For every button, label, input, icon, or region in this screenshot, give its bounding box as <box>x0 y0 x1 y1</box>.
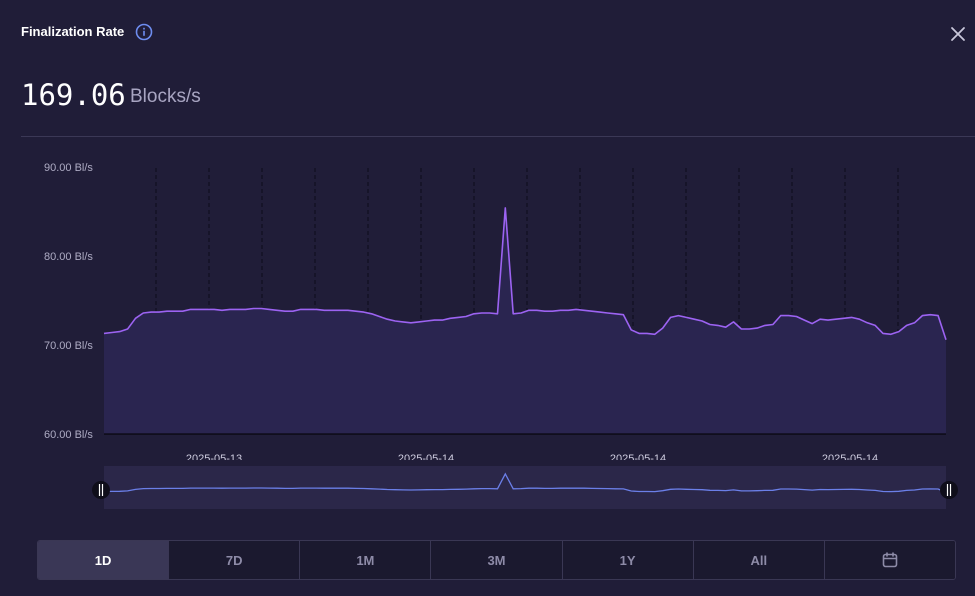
range-1y-button[interactable]: 1Y <box>561 541 693 579</box>
range-1d-button[interactable]: 1D <box>38 541 169 579</box>
navigator-left-handle[interactable] <box>92 481 110 499</box>
x-tick-label: 2025-05-14 <box>610 453 666 460</box>
x-tick-label: 2025-05-13 <box>186 453 242 460</box>
navigator-line <box>103 472 947 493</box>
calendar-icon <box>882 552 898 568</box>
series-area <box>104 207 946 434</box>
y-tick-label: 70.00 Bl/s <box>44 340 93 352</box>
range-selector: 1D 7D 1M 3M 1Y All <box>37 540 956 580</box>
series-line <box>103 207 947 340</box>
x-tick-label: 2025-05-14 <box>398 453 454 460</box>
chart-title: Finalization Rate <box>21 24 125 39</box>
info-icon[interactable] <box>135 23 153 41</box>
y-tick-label: 60.00 Bl/s <box>44 429 93 441</box>
range-7d-button[interactable]: 7D <box>168 541 300 579</box>
x-tick-label: 2025-05-14 <box>822 453 878 460</box>
calendar-button[interactable] <box>823 541 955 579</box>
y-tick-label: 90.00 Bl/s <box>44 162 93 174</box>
value-unit: Blocks/s <box>130 86 201 107</box>
navigator-chart[interactable] <box>90 462 965 524</box>
y-tick-label: 80.00 Bl/s <box>44 251 93 263</box>
close-icon[interactable] <box>949 25 967 43</box>
current-value: 169.06 <box>21 78 126 112</box>
main-chart: 90.00 Bl/s 80.00 Bl/s 70.00 Bl/s 60.00 Bl/s… <box>44 162 947 460</box>
range-1m-button[interactable]: 1M <box>299 541 431 579</box>
range-all-button[interactable]: All <box>692 541 824 579</box>
range-3m-button[interactable]: 3M <box>430 541 562 579</box>
header-divider <box>21 136 975 137</box>
navigator-right-handle[interactable] <box>940 481 958 499</box>
